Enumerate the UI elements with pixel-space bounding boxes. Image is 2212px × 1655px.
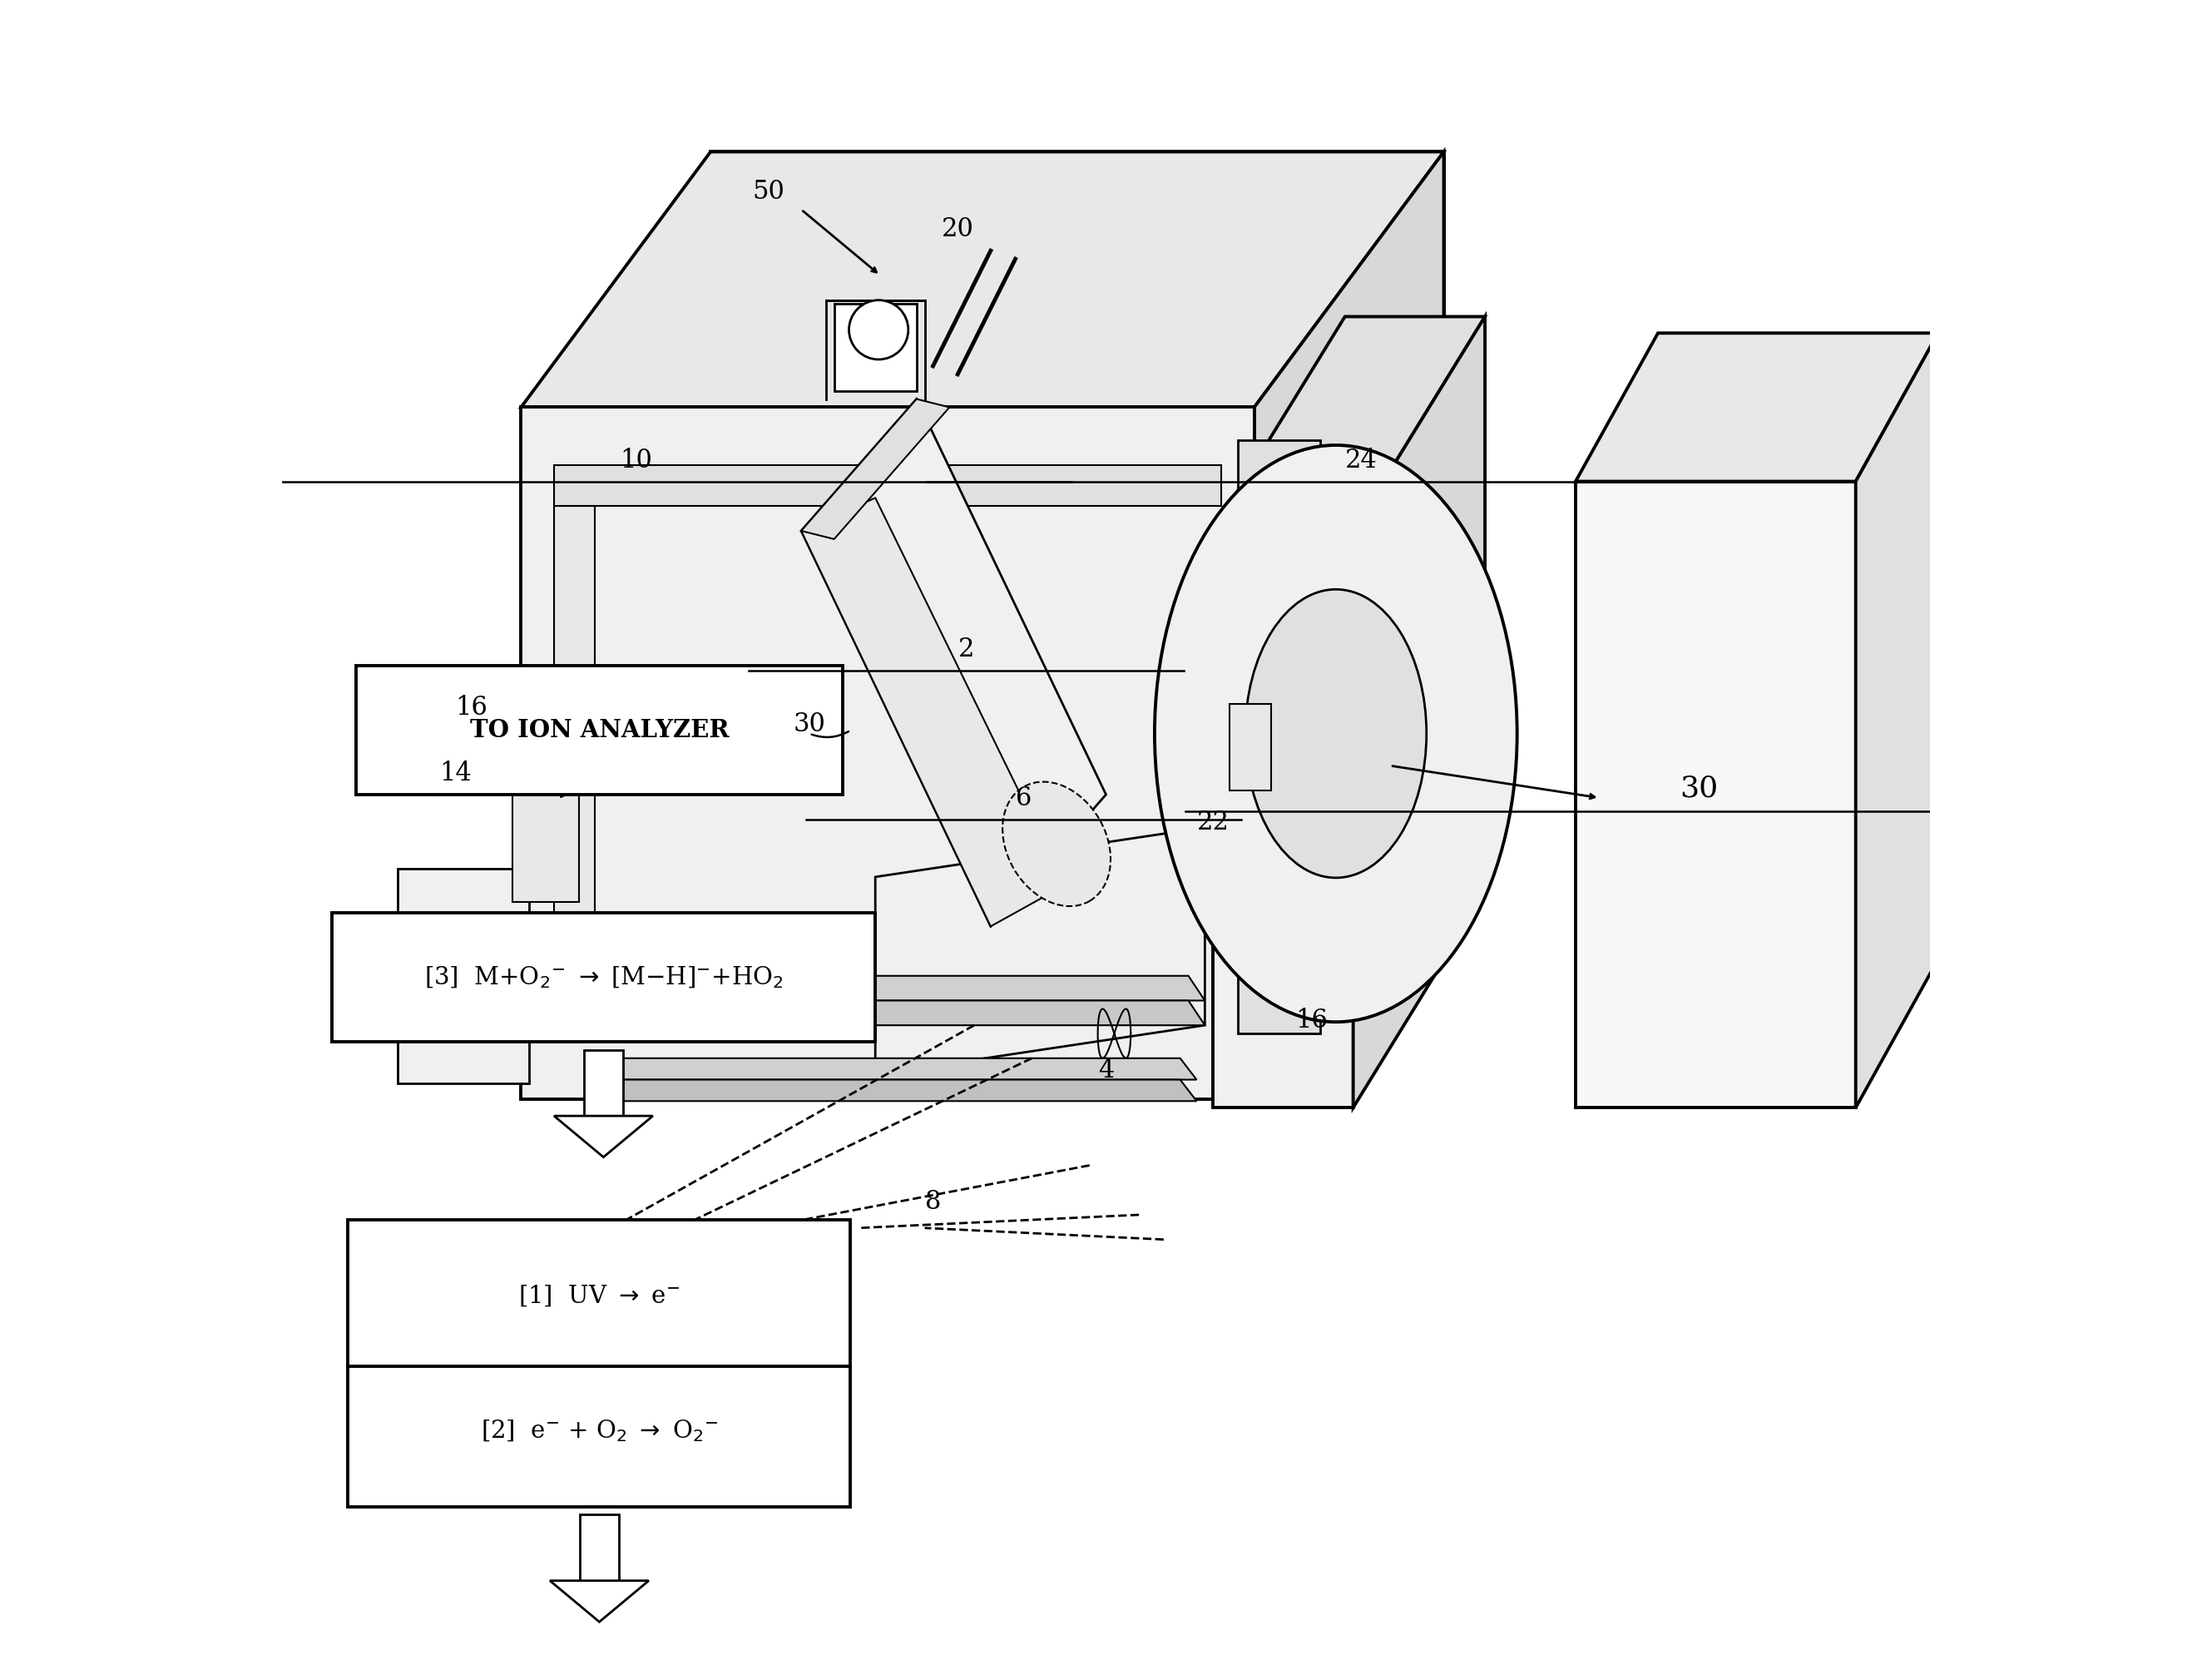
Text: 16: 16 [456,695,489,720]
Text: 30: 30 [794,712,825,736]
Polygon shape [1239,440,1369,1033]
Text: [2]  e$^{-}$ + O$_{2}$ $\rightarrow$ O$_{2}$$^{-}$: [2] e$^{-}$ + O$_{2}$ $\rightarrow$ O$_{… [480,1418,719,1443]
Polygon shape [513,687,580,902]
Circle shape [849,300,909,359]
Polygon shape [551,1581,648,1622]
Polygon shape [876,828,1206,1074]
Text: 24: 24 [1345,447,1378,473]
Text: 30: 30 [1679,775,1719,803]
Polygon shape [580,1001,1206,1024]
Polygon shape [834,303,916,391]
Text: 16: 16 [1296,1008,1327,1033]
Polygon shape [553,465,1221,506]
Polygon shape [1254,152,1444,1099]
Polygon shape [710,152,1444,844]
Polygon shape [801,399,949,540]
Text: 6: 6 [1015,784,1031,811]
Polygon shape [553,506,595,1033]
Ellipse shape [1002,781,1110,907]
Polygon shape [1575,482,1856,1107]
Polygon shape [1575,333,1938,482]
Text: [3]  M+O$_{2}$$^{-}$ $\rightarrow$ [M$-$H]$^{-}$+HO$_{2}$: [3] M+O$_{2}$$^{-}$ $\rightarrow$ [M$-$H… [425,965,783,990]
Polygon shape [347,1220,852,1506]
Polygon shape [398,869,529,1082]
Text: 20: 20 [942,217,973,242]
Polygon shape [356,665,843,794]
Text: TO ION ANALYZER: TO ION ANALYZER [469,718,730,743]
Polygon shape [1212,316,1484,531]
Text: 2: 2 [958,637,973,662]
Polygon shape [522,407,1254,1099]
Ellipse shape [1155,445,1517,1023]
Text: 8: 8 [925,1188,940,1215]
Polygon shape [584,1049,624,1115]
Polygon shape [522,152,1444,407]
Text: 4: 4 [1097,1058,1115,1082]
Text: [1]  UV $\rightarrow$ e$^{-}$: [1] UV $\rightarrow$ e$^{-}$ [518,1283,679,1307]
Polygon shape [332,914,876,1041]
Text: 10: 10 [619,447,653,473]
Polygon shape [1212,531,1354,1107]
Polygon shape [553,1115,653,1157]
Polygon shape [586,1058,1197,1079]
Polygon shape [801,498,1064,927]
Text: 22: 22 [1197,809,1230,836]
Ellipse shape [1245,589,1427,877]
Polygon shape [1856,333,1938,1107]
Polygon shape [1354,316,1484,1107]
Polygon shape [801,399,1106,927]
Polygon shape [1230,703,1270,791]
Text: 50: 50 [752,179,785,205]
Polygon shape [580,1514,619,1581]
Polygon shape [586,1079,1197,1101]
Polygon shape [580,976,1206,1001]
Text: 14: 14 [438,761,471,786]
